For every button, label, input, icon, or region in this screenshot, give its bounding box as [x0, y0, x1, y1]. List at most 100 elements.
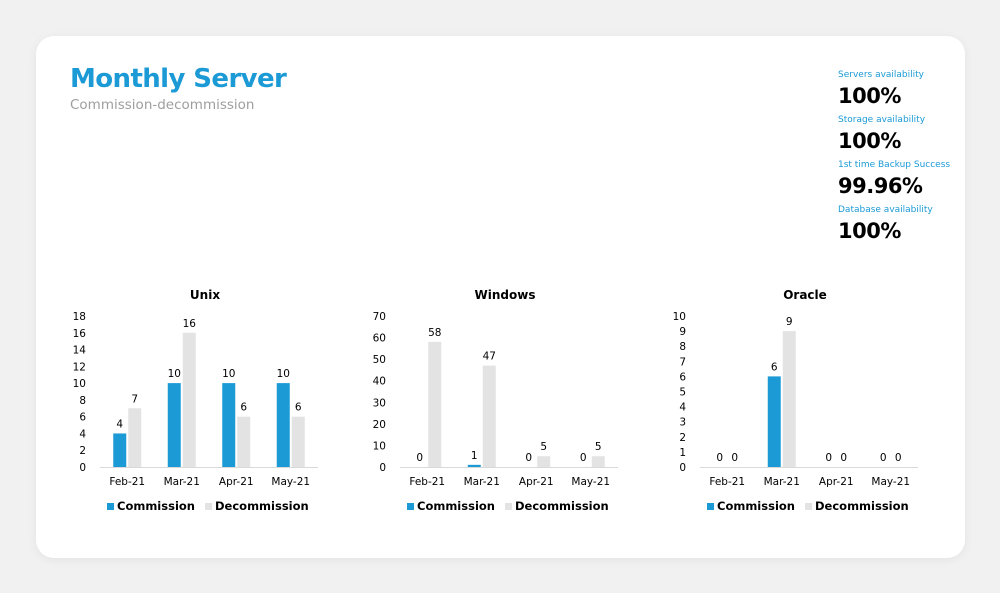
- chart-windows-svg: Windows010203040506070058Feb-21147Mar-21…: [373, 288, 618, 513]
- kpi-value: 100%: [838, 129, 901, 153]
- bar-decommission-mar-21: [182, 332, 196, 467]
- legend-swatch-commission: [407, 503, 414, 510]
- chart-windows: Windows 0 10 20 30 40 50 60 70 0 58 Feb-21 1 47 Mar-21…: [370, 284, 630, 524]
- y-tick-label: 12: [73, 361, 86, 373]
- legend-label-commission: Commission: [717, 499, 795, 513]
- data-label: 10: [277, 368, 290, 380]
- x-tick-label: Mar-21: [164, 476, 200, 488]
- data-label: 0: [731, 452, 738, 464]
- data-label: 10: [222, 368, 235, 380]
- y-tick-label: 4: [679, 402, 686, 414]
- y-tick-label: 14: [73, 345, 87, 357]
- x-tick-label: May-21: [271, 476, 310, 488]
- y-tick-label: 3: [679, 417, 686, 429]
- legend-label-commission: Commission: [417, 499, 495, 513]
- x-tick-label: May-21: [571, 476, 610, 488]
- y-tick-label: 16: [73, 328, 87, 340]
- kpi-panel: Servers availability 100% Storage availa…: [838, 68, 950, 248]
- x-tick-label: Mar-21: [464, 476, 500, 488]
- data-label: 0: [825, 452, 832, 464]
- x-tick-label: Apr-21: [519, 476, 554, 488]
- bar-commission-mar-21: [767, 376, 781, 467]
- kpi-servers-availability: Servers availability 100%: [838, 68, 950, 113]
- y-tick-label: 1: [679, 447, 686, 459]
- y-tick-label: 10: [373, 440, 386, 452]
- chart-title: Oracle: [783, 288, 827, 302]
- x-tick-label: Apr-21: [819, 476, 854, 488]
- legend-swatch-decommission: [505, 503, 512, 510]
- kpi-value: 100%: [838, 84, 901, 108]
- y-tick-label: 20: [373, 419, 386, 431]
- y-tick-label: 7: [679, 356, 686, 368]
- data-label: 5: [540, 441, 547, 453]
- chart-title: Windows: [475, 288, 536, 302]
- y-tick-label: 4: [79, 428, 86, 440]
- data-label: 16: [183, 318, 197, 330]
- data-label: 6: [240, 402, 247, 414]
- y-tick-label: 10: [673, 311, 686, 323]
- bar-commission-may-21: [276, 383, 290, 467]
- x-tick-label: Feb-21: [109, 476, 145, 488]
- data-label: 0: [880, 452, 887, 464]
- bar-decommission-may-21: [291, 416, 305, 467]
- bar-commission-mar-21: [467, 464, 481, 467]
- bar-decommission-feb-21: [128, 408, 142, 467]
- bar-commission-apr-21: [222, 383, 236, 467]
- y-tick-label: 0: [679, 462, 686, 474]
- legend-swatch-commission: [707, 503, 714, 510]
- kpi-backup-success: 1st time Backup Success 99.96%: [838, 158, 950, 203]
- kpi-label: 1st time Backup Success: [838, 160, 951, 170]
- y-tick-label: 60: [373, 333, 386, 345]
- y-tick-label: 5: [679, 387, 686, 399]
- legend-swatch-decommission: [805, 503, 812, 510]
- y-tick-label: 30: [373, 397, 386, 409]
- legend-swatch-decommission: [205, 503, 212, 510]
- kpi-storage-availability: Storage availability 100%: [838, 113, 950, 158]
- bar-decommission-mar-21: [782, 331, 796, 467]
- chart-unix: Unix 0 2 4 6 8 10 12 14 16 18 4 7 Feb-21 10 16 Mar-21 10 6…: [70, 284, 330, 524]
- data-label: 58: [428, 327, 441, 339]
- data-label: 6: [771, 361, 778, 373]
- y-tick-label: 50: [373, 354, 386, 366]
- y-tick-label: 40: [373, 376, 386, 388]
- page-title: Monthly Server: [70, 64, 287, 94]
- page-subtitle: Commission-decommission: [70, 97, 255, 113]
- y-tick-label: 6: [79, 412, 86, 424]
- kpi-label: Storage availability: [838, 115, 926, 125]
- y-tick-label: 8: [679, 341, 686, 353]
- legend-label-decommission: Decommission: [515, 499, 609, 513]
- data-label: 0: [580, 452, 587, 464]
- chart-title: Unix: [190, 288, 220, 302]
- y-tick-label: 70: [373, 311, 386, 323]
- x-tick-label: Apr-21: [219, 476, 254, 488]
- bar-commission-feb-21: [113, 433, 127, 467]
- x-tick-label: May-21: [871, 476, 910, 488]
- kpi-value: 100%: [838, 219, 901, 243]
- data-label: 0: [525, 452, 532, 464]
- kpi-value: 99.96%: [838, 174, 923, 198]
- chart-legend: Commission Decommission: [407, 499, 609, 513]
- kpi-label: Database availability: [838, 205, 933, 215]
- y-tick-label: 18: [73, 311, 86, 323]
- x-tick-label: Mar-21: [764, 476, 800, 488]
- data-label: 0: [895, 452, 902, 464]
- bar-decommission-may-21: [591, 456, 605, 467]
- bar-commission-mar-21: [167, 383, 181, 467]
- chart-oracle: Oracle 0 1 2 3 4 5 6 7 8 9 10 0 0 Feb-21 6 9 Mar-21 0 0 Apr-…: [670, 284, 930, 524]
- y-tick-label: 10: [73, 378, 86, 390]
- data-label: 5: [595, 441, 602, 453]
- data-label: 7: [131, 393, 138, 405]
- y-tick-label: 0: [79, 462, 86, 474]
- kpi-label: Servers availability: [838, 70, 925, 80]
- y-tick-label: 2: [79, 445, 86, 457]
- y-tick-label: 6: [679, 371, 686, 383]
- data-label: 0: [716, 452, 723, 464]
- data-label: 6: [295, 402, 302, 414]
- y-tick-label: 0: [379, 462, 386, 474]
- dashboard-card: [36, 36, 965, 558]
- bar-decommission-mar-21: [482, 365, 496, 467]
- data-label: 0: [416, 452, 423, 464]
- chart-legend: Commission Decommission: [107, 499, 309, 513]
- bar-decommission-feb-21: [428, 341, 442, 467]
- legend-label-decommission: Decommission: [815, 499, 909, 513]
